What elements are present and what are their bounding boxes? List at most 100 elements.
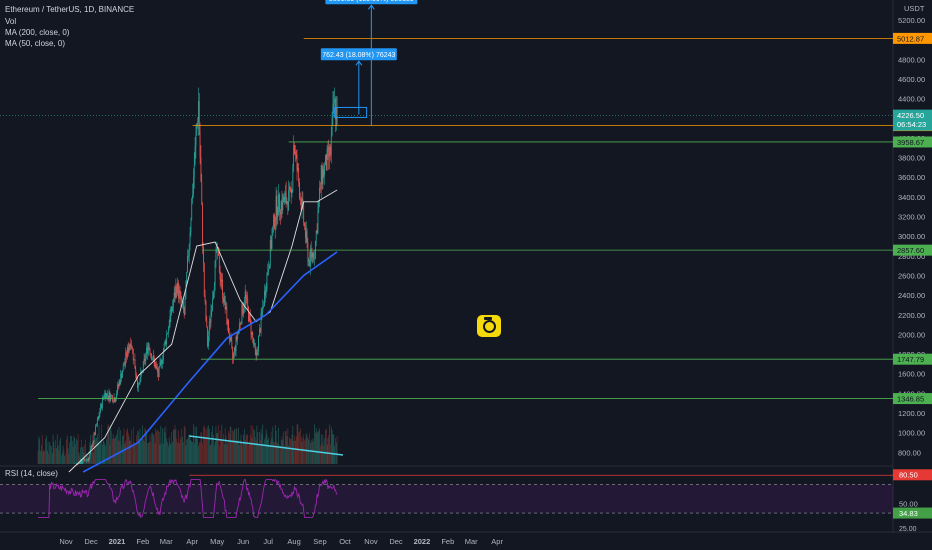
- candle-body: [162, 359, 163, 365]
- volume-bar: [255, 440, 257, 464]
- volume-bar: [71, 436, 72, 464]
- volume-bar: [131, 430, 132, 464]
- volume-bar: [228, 433, 230, 464]
- volume-bar: [218, 445, 220, 464]
- volume-bar: [238, 427, 239, 464]
- candle-body: [255, 350, 257, 356]
- candle-body: [173, 292, 175, 302]
- measure-label: 5801.89 (139.99%) 580189: [329, 0, 414, 3]
- rsi-tag-low: [893, 507, 932, 519]
- volume-bar: [122, 436, 123, 464]
- candle-body: [240, 323, 242, 325]
- volume-bar: [260, 429, 262, 464]
- volume-bar: [103, 441, 105, 464]
- candle-body: [324, 164, 325, 176]
- volume-bar: [102, 439, 104, 464]
- volume-bar: [297, 424, 299, 464]
- volume-bar: [217, 433, 218, 464]
- volume-bar: [41, 434, 43, 464]
- candle-body: [225, 307, 227, 310]
- volume-bar: [213, 434, 214, 464]
- rsi-tag-high: [893, 469, 932, 481]
- volume-bar: [224, 428, 226, 464]
- candle-body: [323, 169, 325, 176]
- volume-bar: [322, 434, 324, 464]
- candle-body: [282, 197, 284, 211]
- candle-body: [223, 295, 225, 303]
- candle-body: [130, 343, 132, 346]
- candle-body: [166, 333, 168, 344]
- volume-bar: [46, 450, 48, 464]
- candle-body: [121, 371, 123, 378]
- candle-body: [259, 329, 261, 333]
- volume-bar: [320, 434, 322, 464]
- volume-bar: [66, 435, 68, 464]
- candle-body: [269, 265, 270, 269]
- candle-body: [327, 147, 329, 150]
- volume-bar: [269, 441, 271, 464]
- volume-bar: [135, 443, 137, 464]
- volume-bar: [315, 432, 316, 464]
- candle-body: [308, 260, 310, 262]
- volume-bar: [145, 429, 147, 464]
- volume-bar: [243, 434, 244, 464]
- volume-bar: [233, 428, 235, 464]
- ma50-legend: MA (50, close, 0): [5, 39, 66, 48]
- volume-bar: [310, 439, 312, 464]
- volume-bar: [179, 436, 181, 464]
- volume-bar: [58, 450, 60, 464]
- volume-bar: [324, 438, 325, 464]
- volume-bar: [150, 442, 152, 464]
- volume-bar: [259, 440, 261, 464]
- volume-bar: [57, 445, 59, 464]
- volume-bar: [214, 441, 216, 464]
- candle-body: [159, 361, 161, 367]
- candle-body: [87, 459, 89, 461]
- volume-bar: [91, 451, 92, 464]
- candle-body: [219, 272, 221, 280]
- volume-bar: [233, 431, 234, 464]
- candle-body: [188, 243, 190, 257]
- volume-bar: [184, 427, 186, 464]
- candle-body: [211, 309, 213, 311]
- candle-body: [312, 252, 314, 258]
- volume-bar: [318, 430, 320, 464]
- volume-bar: [336, 435, 338, 464]
- candle-body: [224, 295, 226, 310]
- volume-bar: [120, 429, 122, 464]
- volume-bar: [204, 428, 206, 464]
- volume-bar: [314, 424, 315, 464]
- candle-body: [151, 354, 153, 361]
- level-price-tag: [893, 32, 932, 44]
- y-tick-label: 3200.00: [898, 213, 925, 222]
- volume-bar: [162, 428, 163, 464]
- x-tick-label: Nov: [364, 537, 378, 546]
- y-tick-label: 4800.00: [898, 55, 925, 64]
- volume-bar: [46, 435, 47, 464]
- candle-body: [267, 272, 269, 274]
- candle-body: [303, 204, 305, 224]
- volume-bar: [175, 429, 177, 464]
- candle-body: [276, 195, 278, 217]
- candle-body: [116, 385, 118, 394]
- volume-bar: [37, 450, 39, 464]
- candle-body: [98, 415, 100, 418]
- candle-body: [193, 177, 194, 195]
- snapshot-camera-icon[interactable]: [477, 315, 501, 337]
- candle-body: [83, 458, 85, 460]
- candle-body: [198, 101, 200, 132]
- volume-bar: [84, 444, 86, 464]
- candle-body: [101, 397, 103, 409]
- volume-bar: [47, 441, 49, 464]
- volume-bar: [142, 439, 144, 464]
- level-price-label: 1747.79: [897, 355, 924, 364]
- volume-bar: [254, 430, 255, 464]
- volume-bar: [125, 440, 127, 464]
- volume-bar: [159, 444, 161, 464]
- candle-body: [273, 215, 275, 227]
- candle-body: [172, 306, 173, 312]
- candle-body: [335, 107, 337, 120]
- candle-body: [200, 157, 202, 182]
- candle-body: [302, 199, 304, 205]
